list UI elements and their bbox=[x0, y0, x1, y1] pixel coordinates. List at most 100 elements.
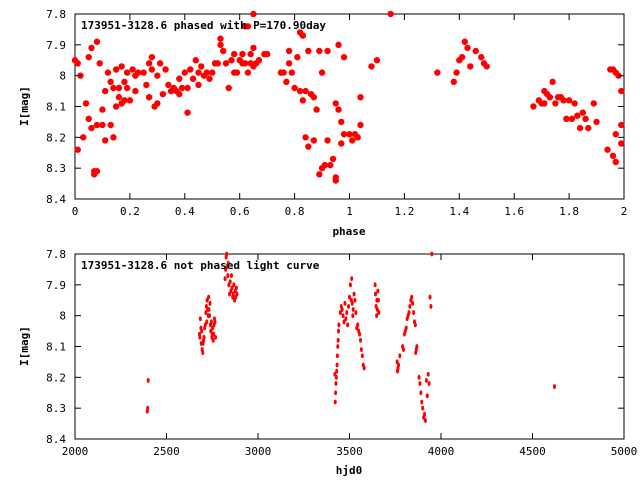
data-point bbox=[373, 57, 381, 64]
data-point bbox=[424, 378, 428, 383]
data-point bbox=[335, 41, 342, 49]
data-point bbox=[318, 69, 326, 76]
data-point bbox=[348, 282, 352, 288]
data-point bbox=[375, 313, 379, 319]
y-tick-label: 8.4 bbox=[46, 193, 66, 206]
data-point bbox=[413, 322, 417, 328]
phased-light-curve-panel: 0 0.2 0.4 0.6 0.8 1 1.2 1.4 1.6 1.8 2 7.8 7.9 8 8.1 8.… bbox=[18, 8, 627, 238]
data-point bbox=[93, 168, 101, 175]
data-point bbox=[285, 47, 293, 55]
data-point bbox=[93, 38, 101, 45]
y-tick-label: 8.3 bbox=[46, 162, 66, 175]
data-point bbox=[407, 310, 411, 315]
data-point bbox=[230, 285, 234, 291]
data-point bbox=[232, 282, 236, 288]
data-point bbox=[483, 63, 490, 70]
data-point bbox=[347, 304, 351, 309]
data-point bbox=[226, 273, 230, 278]
data-point bbox=[348, 294, 351, 300]
data-point bbox=[217, 35, 224, 42]
data-point bbox=[346, 131, 353, 138]
data-point bbox=[207, 294, 211, 300]
data-point bbox=[345, 310, 349, 315]
data-point bbox=[101, 87, 109, 95]
data-point bbox=[148, 53, 156, 61]
data-point bbox=[329, 155, 337, 163]
data-point bbox=[428, 294, 432, 300]
data-point bbox=[423, 418, 427, 423]
data-point bbox=[541, 100, 548, 107]
data-point bbox=[337, 322, 341, 328]
x-tick-label: 0.2 bbox=[120, 205, 140, 218]
data-point bbox=[546, 94, 554, 101]
data-point bbox=[458, 53, 466, 61]
x-tick-label: 1 bbox=[346, 205, 353, 218]
data-point bbox=[404, 325, 408, 331]
data-point bbox=[313, 106, 320, 113]
data-point bbox=[162, 66, 169, 73]
data-point bbox=[302, 134, 309, 141]
data-point bbox=[288, 69, 296, 76]
data-point bbox=[80, 134, 87, 141]
data-point bbox=[85, 53, 92, 61]
y-tick-label: 8 bbox=[59, 310, 66, 323]
data-point bbox=[233, 69, 241, 76]
data-point bbox=[202, 334, 206, 340]
data-point bbox=[335, 362, 339, 368]
data-point bbox=[110, 134, 117, 141]
data-point bbox=[341, 313, 345, 319]
data-point bbox=[571, 100, 578, 107]
data-point bbox=[229, 273, 233, 278]
data-points bbox=[71, 10, 625, 184]
data-point bbox=[565, 97, 573, 104]
data-point bbox=[340, 131, 348, 138]
data-point bbox=[285, 60, 293, 67]
data-point bbox=[118, 63, 125, 70]
data-point bbox=[376, 288, 380, 294]
data-point bbox=[356, 322, 360, 328]
x-tick-label: 0.8 bbox=[285, 205, 305, 218]
data-point bbox=[612, 158, 619, 166]
data-point bbox=[344, 316, 348, 322]
data-point bbox=[336, 337, 340, 343]
y-tick-label: 8.3 bbox=[46, 402, 66, 415]
data-point bbox=[346, 322, 350, 328]
data-point bbox=[121, 78, 128, 86]
data-point bbox=[415, 344, 419, 349]
data-point bbox=[352, 291, 356, 297]
data-point bbox=[159, 90, 167, 98]
data-point bbox=[234, 285, 238, 291]
data-point bbox=[228, 279, 232, 285]
data-point bbox=[576, 124, 584, 132]
data-point bbox=[212, 331, 216, 337]
data-point bbox=[327, 161, 334, 169]
data-point bbox=[373, 291, 377, 297]
y-axis-label: I[mag] bbox=[18, 326, 31, 366]
data-point bbox=[425, 393, 429, 399]
data-point bbox=[338, 140, 345, 147]
x-tick-label: 4500 bbox=[519, 445, 546, 458]
data-point bbox=[198, 334, 202, 340]
data-point bbox=[357, 121, 364, 129]
data-point bbox=[337, 328, 341, 334]
data-point bbox=[362, 365, 366, 371]
data-point bbox=[582, 115, 589, 123]
x-tick-label: 1.2 bbox=[394, 205, 414, 218]
y-tick-label: 7.8 bbox=[46, 8, 66, 21]
data-point bbox=[453, 69, 460, 76]
data-point bbox=[107, 121, 114, 129]
data-point bbox=[283, 78, 290, 86]
data-point bbox=[316, 171, 323, 178]
data-point bbox=[198, 316, 202, 322]
data-point bbox=[145, 94, 153, 101]
data-point bbox=[181, 69, 188, 76]
data-point bbox=[154, 100, 161, 107]
data-point bbox=[209, 69, 216, 76]
x-axis-label: phase bbox=[332, 225, 365, 238]
data-point bbox=[115, 94, 123, 101]
data-point bbox=[85, 115, 92, 123]
data-point bbox=[209, 319, 213, 325]
data-point bbox=[335, 368, 339, 374]
data-point bbox=[205, 319, 209, 325]
x-tick-label: 1.4 bbox=[449, 205, 469, 218]
